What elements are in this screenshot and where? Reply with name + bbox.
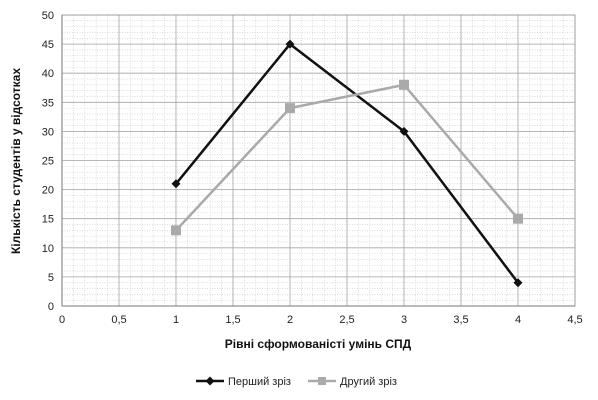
x-tick-label: 2,5 — [339, 314, 354, 326]
legend-label-series-1: Перший зріз — [228, 376, 291, 388]
data-point-diamond — [171, 179, 181, 189]
y-tick-label: 0 — [48, 301, 54, 313]
y-tick-label: 35 — [42, 97, 54, 109]
y-axis-title: Кількість студентів у відсотках — [9, 68, 23, 254]
x-tick-label: 2 — [287, 314, 293, 326]
y-tick-label: 30 — [42, 126, 54, 138]
legend-label-series-2: Другий зріз — [340, 376, 397, 388]
y-tick-label: 10 — [42, 243, 54, 255]
y-tick-label: 20 — [42, 185, 54, 197]
data-point-diamond — [285, 39, 295, 49]
x-tick-label: 0 — [59, 314, 65, 326]
legend: Перший зріз Другий зріз — [196, 376, 397, 388]
x-axis-title: Рівні сформованісті умінь СПД — [225, 337, 412, 351]
x-tick-label: 3 — [401, 314, 407, 326]
x-tick-label: 4,5 — [567, 314, 582, 326]
axes — [61, 14, 576, 307]
legend-item-series-1: Перший зріз — [196, 376, 291, 388]
y-tick-label: 5 — [48, 272, 54, 284]
x-tick-label: 1 — [173, 314, 179, 326]
data-point-square — [513, 213, 523, 224]
legend-marker-square — [318, 377, 326, 385]
data-point-diamond — [399, 126, 409, 136]
data-point-square — [171, 225, 181, 236]
data-point-diamond — [513, 278, 523, 288]
x-tick-label: 1,5 — [225, 314, 240, 326]
y-tick-label: 40 — [42, 68, 54, 80]
x-tick-label: 0,5 — [111, 314, 126, 326]
legend-item-series-2: Другий зріз — [308, 376, 397, 388]
series-line — [175, 42, 519, 284]
tick-labels: 0 0,5 1 1,5 2 2,5 3 3,5 4 4,5 0 5 10 15 20 25 30 35 40 45 50 — [42, 10, 583, 326]
legend-marker-diamond — [205, 376, 215, 386]
y-tick-label: 15 — [42, 214, 54, 226]
grid — [61, 14, 576, 307]
data-point-square — [285, 103, 295, 114]
y-tick-label: 45 — [42, 39, 54, 51]
y-tick-label: 25 — [42, 156, 54, 168]
x-tick-label: 4 — [515, 314, 521, 326]
series-line — [175, 83, 519, 232]
series-2 — [171, 79, 523, 236]
y-tick-label: 50 — [42, 10, 54, 22]
x-tick-label: 3,5 — [453, 314, 468, 326]
series-1 — [171, 39, 523, 288]
data-point-square — [399, 79, 409, 90]
series-layer — [171, 39, 523, 288]
